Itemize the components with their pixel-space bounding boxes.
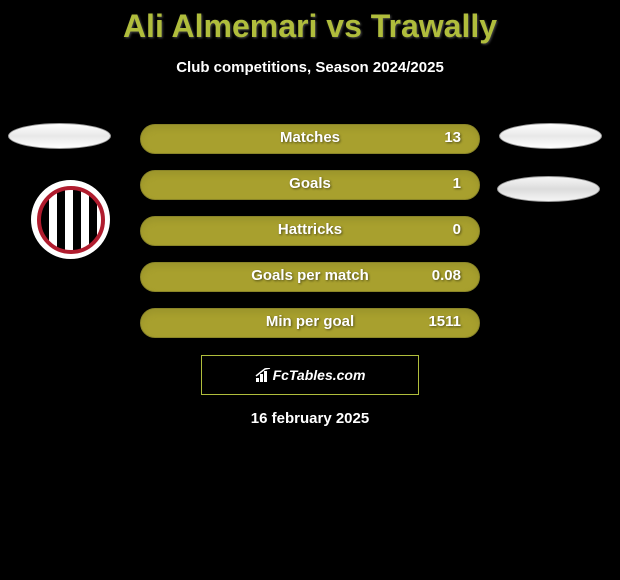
stat-row-matches: Matches 13 — [140, 124, 480, 154]
stat-value: 0 — [453, 221, 461, 238]
stat-row-min-per-goal: Min per goal 1511 — [140, 308, 480, 338]
stat-value: 1 — [453, 175, 461, 192]
flag-icon-right-1 — [499, 123, 602, 149]
stat-value: 0.08 — [432, 267, 461, 284]
stat-label: Hattricks — [278, 221, 342, 238]
flag-icon-left — [8, 123, 111, 149]
page-subtitle: Club competitions, Season 2024/2025 — [0, 59, 620, 76]
club-badge-inner — [37, 186, 105, 254]
stat-value: 13 — [444, 129, 461, 146]
flag-icon-right-2 — [497, 176, 600, 202]
brand-logo: FcTables.com — [255, 367, 366, 383]
stats-container: Matches 13 Goals 1 Hattricks 0 Goals per… — [140, 124, 480, 354]
footer-brand-box: FcTables.com — [201, 355, 419, 395]
stat-label: Min per goal — [266, 313, 354, 330]
stat-value: 1511 — [428, 313, 461, 330]
stat-row-hattricks: Hattricks 0 — [140, 216, 480, 246]
stat-row-goals: Goals 1 — [140, 170, 480, 200]
club-badge-left — [28, 177, 113, 262]
footer-date: 16 february 2025 — [251, 410, 369, 427]
chart-icon — [255, 368, 271, 382]
page-title: Ali Almemari vs Trawally — [0, 0, 620, 45]
brand-text: FcTables.com — [273, 367, 366, 383]
stat-row-goals-per-match: Goals per match 0.08 — [140, 262, 480, 292]
stat-label: Goals — [289, 175, 331, 192]
stat-label: Goals per match — [251, 267, 369, 284]
stat-label: Matches — [280, 129, 340, 146]
